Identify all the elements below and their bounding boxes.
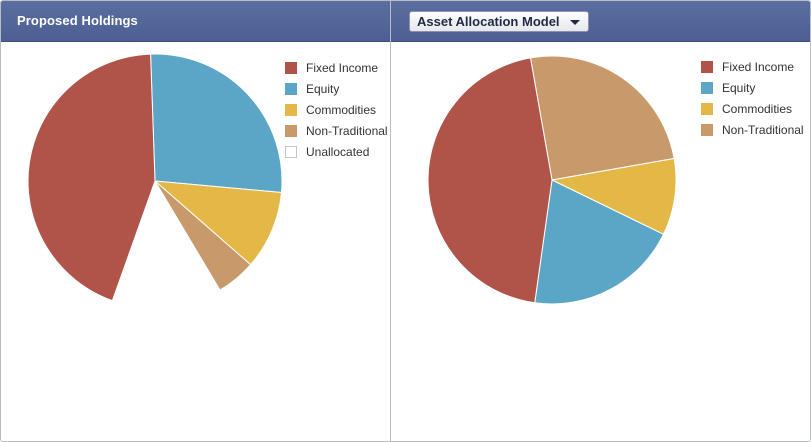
dropdown-label: Asset Allocation Model [417,14,560,29]
legend-label-fixed-income: Fixed Income [722,60,795,74]
legend-label-commodities: Commodities [306,103,377,117]
pie-slice-fixed-income[interactable] [427,57,553,304]
pie-slice-commodities[interactable] [153,180,283,266]
chevron-down-icon[interactable] [569,20,580,25]
asset-allocation-model-dropdown[interactable]: Asset Allocation Model [409,11,589,32]
proposed-holdings-title: Proposed Holdings [17,13,138,28]
legend-label-equity: Equity [722,81,756,95]
proposed-holdings-pie-chart [27,53,283,302]
legend-label-non-traditional: Non-Traditional [306,124,388,138]
legend-swatch-commodities [701,103,713,115]
legend-swatch-commodities [285,104,297,116]
asset-allocation-model-pie-chart [427,55,677,305]
legend-swatch-fixed-income [285,62,297,74]
proposed-holdings-header: Proposed Holdings [1,1,390,42]
pie-slice-equity[interactable] [534,179,665,305]
legend-label-equity: Equity [306,82,340,96]
legend-label-unallocated: Unallocated [306,145,370,159]
pie-slice-non-traditional[interactable] [154,180,252,291]
pie-slice-equity[interactable] [150,53,283,194]
legend-swatch-non-traditional [701,124,713,136]
model-allocation-panel: Asset Allocation Model Fixed Income Equit… [391,1,810,441]
legend-label-non-traditional: Non-Traditional [722,123,804,137]
model-allocation-header: Asset Allocation Model [391,1,810,42]
legend-swatch-fixed-income [701,61,713,73]
legend-label-fixed-income: Fixed Income [306,61,379,75]
pie-slice-fixed-income[interactable] [27,53,156,302]
pie-slice-non-traditional[interactable] [529,55,675,181]
legend-swatch-non-traditional [285,125,297,137]
pie-slice-commodities[interactable] [550,157,677,236]
legend-swatch-unallocated [285,146,297,158]
legend-swatch-equity [701,82,713,94]
legend-swatch-equity [285,83,297,95]
legend-label-commodities: Commodities [722,102,793,116]
proposed-holdings-panel: Proposed Holdings Fixed Income Equity Comm… [1,1,391,441]
